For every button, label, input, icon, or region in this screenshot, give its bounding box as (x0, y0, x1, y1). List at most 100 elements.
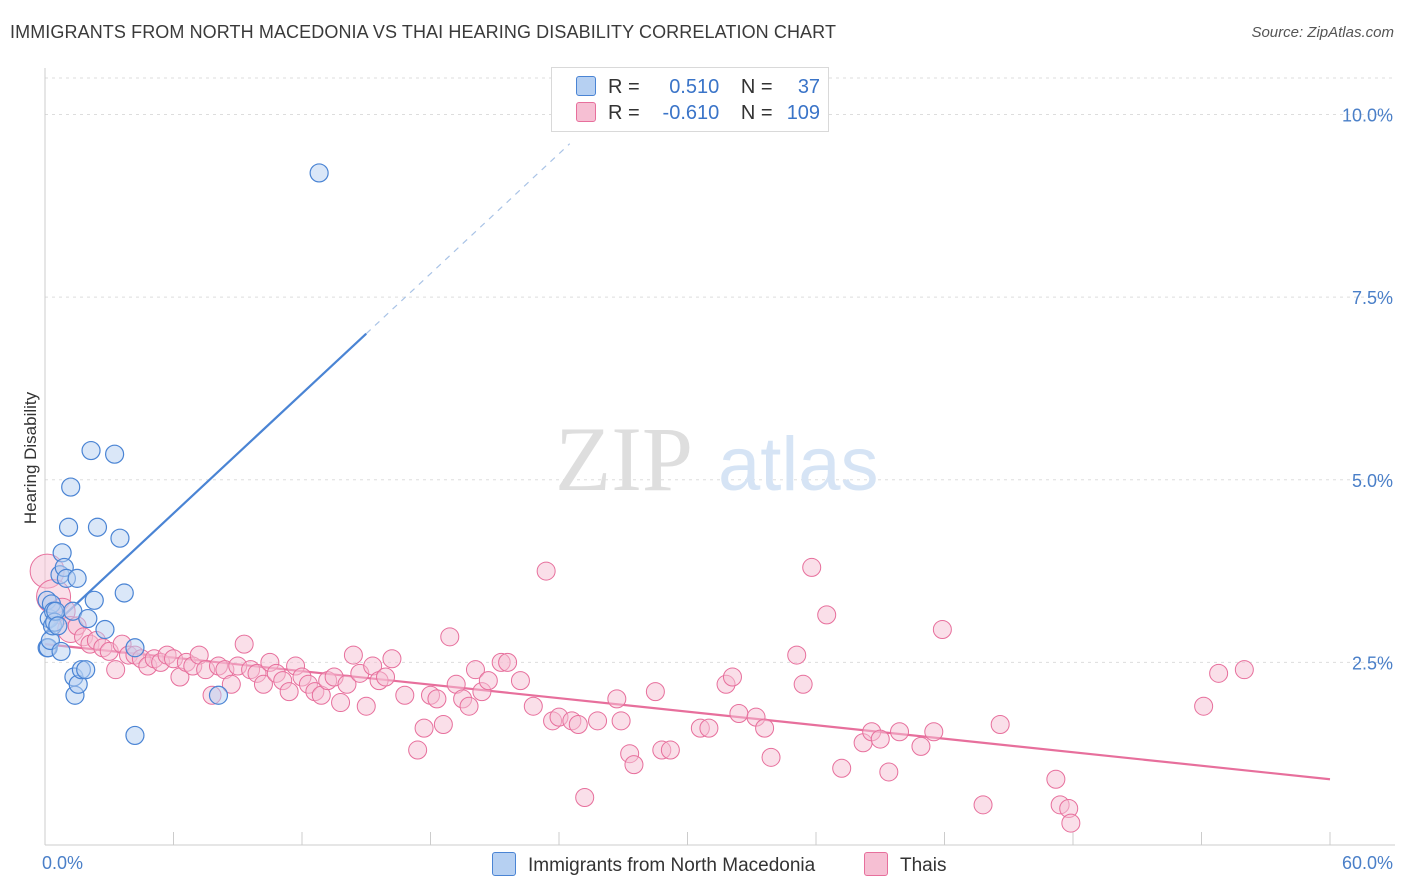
chart-title: IMMIGRANTS FROM NORTH MACEDONIA VS THAI … (10, 22, 837, 42)
point-north-macedonia (105, 444, 125, 464)
point-thais (761, 747, 781, 767)
point-thais (802, 557, 822, 577)
point-thais (356, 696, 376, 716)
point-thais (1061, 813, 1081, 833)
point-north-macedonia (125, 725, 145, 746)
point-thais (106, 660, 126, 680)
y-tick-label: 7.5% (1352, 288, 1393, 308)
point-thais (343, 645, 363, 665)
y-tick-label: 2.5% (1352, 653, 1393, 673)
point-thais (395, 685, 415, 705)
point-north-macedonia (309, 163, 329, 183)
point-thais (234, 634, 254, 654)
data-points (29, 163, 1254, 833)
x-tick-label-max: 60.0% (1342, 853, 1393, 873)
point-thais (408, 740, 428, 760)
legend-r-label-2: R = (608, 102, 640, 124)
point-thais (832, 758, 852, 778)
point-north-macedonia (58, 517, 79, 537)
point-thais (575, 788, 595, 808)
point-thais (1234, 660, 1254, 680)
watermark: ZIP atlas (555, 408, 879, 510)
point-thais (510, 671, 530, 691)
point-thais (611, 711, 631, 731)
point-thais (427, 689, 447, 709)
legend-swatch-blue (576, 76, 596, 96)
point-north-macedonia (61, 477, 81, 497)
point-thais (1046, 769, 1066, 789)
legend-n-value-2: 109 (786, 102, 821, 124)
point-thais (817, 605, 837, 625)
point-thais (722, 667, 742, 687)
bottom-legend-swatch-pink (864, 852, 888, 876)
point-thais (588, 711, 608, 731)
point-thais (459, 696, 479, 716)
source-credit: Source: ZipAtlas.com (1251, 24, 1394, 41)
point-thais (624, 755, 644, 775)
point-thais (478, 671, 498, 691)
watermark-atlas: atlas (718, 422, 879, 507)
point-thais (523, 696, 543, 716)
point-north-macedonia (51, 641, 71, 662)
point-thais (337, 674, 357, 694)
point-thais (536, 561, 556, 581)
bottom-legend-label-1: Immigrants from North Macedonia (528, 855, 816, 876)
point-thais (331, 693, 351, 713)
legend-n-label-1: N = (740, 76, 773, 98)
point-north-macedonia (125, 638, 145, 658)
point-thais (890, 722, 910, 742)
point-thais (973, 795, 993, 815)
bottom-legend-label-2: Thais (900, 855, 947, 876)
point-thais (793, 674, 813, 694)
point-thais (253, 674, 273, 694)
point-thais (990, 714, 1010, 734)
legend-r-label-1: R = (608, 76, 640, 98)
point-thais (607, 689, 627, 709)
legend-row-series1: R = 0.510 N = 37 (576, 76, 820, 100)
y-tick-label: 10.0% (1342, 106, 1393, 126)
point-thais (699, 718, 719, 738)
point-thais (755, 718, 775, 738)
point-north-macedonia (84, 590, 104, 610)
bottom-legend-series1: Immigrants from North Macedonia (492, 852, 815, 877)
point-north-macedonia (110, 528, 130, 548)
point-thais (787, 645, 807, 665)
point-thais (221, 674, 241, 694)
y-tick-label: 5.0% (1352, 471, 1393, 491)
bottom-legend-swatch-blue (492, 852, 516, 876)
correlation-legend: R = 0.510 N = 37 R = -0.610 N = 109 (551, 67, 829, 132)
point-north-macedonia (48, 616, 68, 636)
point-thais (440, 627, 460, 647)
point-thais (279, 682, 299, 702)
point-north-macedonia (87, 517, 108, 537)
gridlines (45, 77, 1395, 663)
point-thais (932, 620, 952, 640)
point-thais (498, 652, 518, 672)
legend-r-value-1: 0.510 (669, 76, 720, 98)
point-thais (924, 722, 944, 742)
point-north-macedonia (114, 583, 134, 603)
point-thais (1209, 663, 1229, 683)
legend-r-value-2: -0.610 (662, 102, 720, 124)
point-thais (870, 729, 890, 749)
point-thais (1194, 696, 1214, 716)
point-thais (568, 714, 588, 734)
point-thais (414, 718, 434, 738)
watermark-zip: ZIP (555, 408, 693, 510)
legend-n-label-2: N = (740, 102, 773, 124)
x-tick-label-min: 0.0% (42, 853, 83, 873)
legend-row-series2: R = -0.610 N = 109 (576, 102, 820, 126)
point-north-macedonia (67, 568, 87, 588)
point-thais (376, 667, 396, 687)
legend-n-value-1: 37 (797, 76, 821, 98)
point-thais (911, 736, 931, 756)
point-north-macedonia (95, 619, 115, 640)
point-north-macedonia (78, 608, 98, 629)
trend-line-north-macedonia-extension (365, 143, 571, 335)
point-thais (382, 649, 402, 669)
point-thais (645, 682, 665, 702)
point-thais (879, 762, 899, 782)
legend-swatch-pink (576, 102, 596, 122)
point-thais (465, 660, 485, 680)
